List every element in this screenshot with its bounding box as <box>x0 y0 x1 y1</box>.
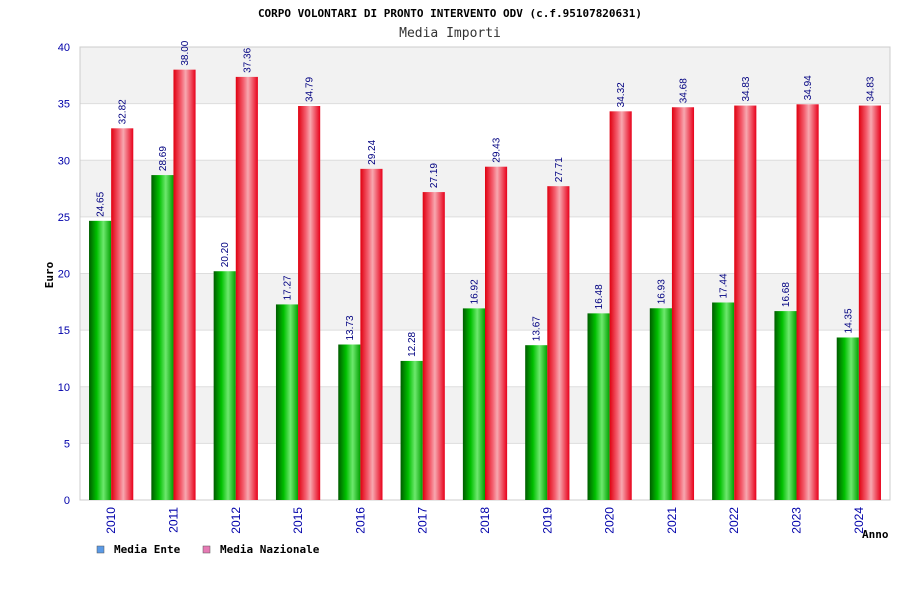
data-label-media-ente: 16.48 <box>594 284 605 309</box>
y-tick-label: 40 <box>58 42 70 54</box>
data-label-media-ente: 17.27 <box>283 275 294 300</box>
y-tick-label: 0 <box>64 495 70 507</box>
data-label-media-nazionale: 37.36 <box>242 47 253 72</box>
y-axis-label: Euro <box>43 261 56 288</box>
data-label-media-nazionale: 34.94 <box>803 75 814 100</box>
bar-media-ente <box>151 175 174 500</box>
bar-media-ente <box>774 311 797 500</box>
data-label-media-ente: 17.44 <box>719 273 730 298</box>
data-label-media-ente: 20.20 <box>220 242 231 267</box>
bar-media-ente <box>213 271 236 500</box>
x-tick-label: 2018 <box>478 507 492 534</box>
bar-media-nazionale <box>609 111 632 501</box>
x-tick-label: 2010 <box>104 507 118 534</box>
bar-media-ente <box>712 302 735 500</box>
data-label-media-nazionale: 34.32 <box>616 82 627 107</box>
bar-media-nazionale <box>235 76 258 500</box>
x-tick-label: 2015 <box>291 507 305 534</box>
bar-media-nazionale <box>111 128 134 500</box>
bar-media-ente <box>836 337 859 500</box>
plot-band <box>80 103 890 161</box>
data-label-media-ente: 13.73 <box>345 315 356 340</box>
data-label-media-ente: 16.93 <box>656 279 667 304</box>
data-label-media-ente: 16.92 <box>469 279 480 304</box>
legend-swatch-media-ente <box>96 545 105 554</box>
legend-label-media-nazionale: Media Nazionale <box>220 543 320 556</box>
y-tick-label: 15 <box>58 325 70 337</box>
data-label-media-ente: 13.67 <box>532 316 543 341</box>
x-tick-label: 2020 <box>603 507 617 534</box>
chart-title: CORPO VOLONTARI DI PRONTO INTERVENTO ODV… <box>258 7 642 20</box>
x-tick-label: 2024 <box>852 507 866 534</box>
data-label-media-ente: 14.35 <box>843 308 854 333</box>
bar-media-nazionale <box>858 105 881 501</box>
bar-media-ente <box>525 345 548 500</box>
x-tick-label: 2016 <box>353 507 367 534</box>
x-tick-label: 2011 <box>166 507 180 533</box>
chart-subtitle: Media Importi <box>399 26 501 41</box>
bars: 24.65 32.82 28.69 38.00 20.20 37.36 17.27 34.79… <box>89 40 881 501</box>
legend-label-media-ente: Media Ente <box>114 543 181 556</box>
legend: Media Ente Media Nazionale <box>96 543 320 556</box>
data-label-media-ente: 16.68 <box>781 282 792 307</box>
data-label-media-nazionale: 32.82 <box>118 99 129 124</box>
data-label-media-nazionale: 38.00 <box>180 40 191 65</box>
x-tick-label: 2022 <box>727 507 741 534</box>
bar-media-nazionale <box>173 69 196 501</box>
data-label-media-nazionale: 27.71 <box>554 157 565 182</box>
bar-media-nazionale <box>485 166 508 500</box>
y-tick-label: 30 <box>58 155 70 167</box>
y-tick-label: 5 <box>64 438 70 450</box>
data-label-media-ente: 28.69 <box>158 146 169 171</box>
bar-media-nazionale <box>547 186 570 500</box>
bar-media-ente <box>338 344 361 500</box>
x-tick-label: 2012 <box>229 507 243 534</box>
legend-swatch-media-nazionale <box>202 545 211 554</box>
bar-media-nazionale <box>796 104 819 500</box>
bar-media-ente <box>587 313 610 500</box>
data-label-media-ente: 12.28 <box>407 331 418 356</box>
bar-media-ente <box>275 304 299 500</box>
y-axis-ticks: 0 5 10 15 20 25 30 35 40 <box>58 42 70 507</box>
bar-media-nazionale <box>671 107 695 501</box>
data-label-media-nazionale: 34.83 <box>865 76 876 101</box>
bar-media-ente <box>649 308 672 500</box>
data-label-media-nazionale: 34.83 <box>741 76 752 101</box>
x-tick-label: 2023 <box>790 507 804 534</box>
data-label-media-nazionale: 29.24 <box>367 139 378 164</box>
bar-media-nazionale <box>734 105 757 501</box>
y-tick-label: 10 <box>58 382 70 394</box>
y-tick-label: 35 <box>58 99 70 111</box>
x-axis-ticks: 2010 2011 2012 2015 2016 2017 2018 2019 2020 2021… <box>104 507 866 534</box>
x-axis-label: Anno <box>862 528 889 541</box>
data-label-media-nazionale: 27.19 <box>429 163 440 188</box>
bar-media-ente <box>462 308 485 500</box>
plot-band <box>80 47 890 104</box>
data-label-media-nazionale: 29.43 <box>492 137 503 162</box>
x-tick-label: 2019 <box>540 507 554 534</box>
data-label-media-ente: 24.65 <box>96 191 107 216</box>
bar-media-nazionale <box>298 106 321 501</box>
bar-media-nazionale <box>360 168 383 500</box>
data-label-media-nazionale: 34.68 <box>678 78 689 103</box>
bar-media-ente <box>400 360 423 500</box>
data-label-media-nazionale: 34.79 <box>305 77 316 102</box>
y-tick-label: 20 <box>58 269 70 281</box>
bar-media-ente <box>89 220 112 500</box>
x-tick-label: 2021 <box>665 507 679 534</box>
x-tick-label: 2017 <box>416 507 430 534</box>
y-tick-label: 25 <box>58 212 70 224</box>
bar-media-nazionale <box>422 192 445 501</box>
